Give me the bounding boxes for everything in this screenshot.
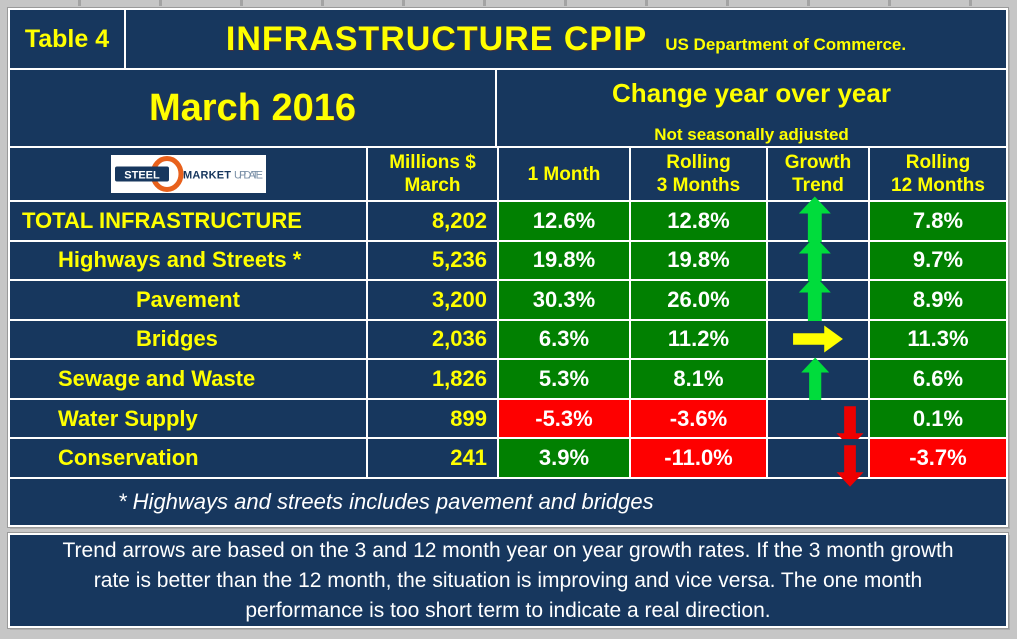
trend-up-arrow-icon [801,357,830,401]
rolling-12-month-value: 7.8% [870,202,1006,240]
rolling-3-month-value: 11.2% [631,320,766,359]
millions-value: 5,236 [368,241,497,280]
rolling-12-month-value: 6.6% [870,360,1006,398]
trend-down-arrow-icon [836,406,864,448]
row-label: Highways and Streets * [10,241,366,280]
rolling-12-month-value: -3.7% [870,439,1006,477]
row-label: Water Supply [10,399,366,438]
growth-trend-cell [768,439,868,488]
page-ruler-ticks [0,0,1017,6]
rolling-12-month-value: 0.1% [870,399,1006,438]
growth-trend-cell [768,357,868,401]
trend-up-arrow-icon [798,275,831,325]
growth-trend-cell [768,399,868,448]
column-header-millions: Millions $ March [368,148,497,200]
main-table: Table 4 INFRASTRUCTURE CPIP US Departmen… [8,8,1008,527]
page-title: INFRASTRUCTURE CPIP [225,19,648,58]
one-month-value: 6.3% [499,320,629,359]
logo-cell: STEEL MARKET UPDATE [10,148,366,200]
trend-sideways-arrow-icon [793,325,843,353]
row-label: TOTAL INFRASTRUCTURE [10,202,366,240]
trend-up-arrow-icon [798,236,831,286]
millions-value: 1,826 [368,360,497,398]
millions-value: 3,200 [368,281,497,319]
logo-word-update: UPDATE [234,170,263,182]
row-label: Conservation [10,439,366,477]
rolling-3-month-value: 26.0% [631,281,766,319]
source-agency-label: US Department of Commerce. [665,35,907,54]
millions-value: 2,036 [368,320,497,359]
rolling-3-month-value: 12.8% [631,202,766,240]
millions-value: 8,202 [368,202,497,240]
steel-market-update-logo: STEEL MARKET UPDATE [110,155,266,193]
row-label: Sewage and Waste [10,360,366,398]
table-number-label: Table 4 [10,10,124,68]
rolling-12-month-value: 11.3% [870,320,1006,359]
period-row: March 2016 Change year over year Not sea… [10,70,1006,146]
column-header-rolling-3-months: Rolling 3 Months [631,148,766,200]
seasonal-adjustment-note: Not seasonally adjusted [654,125,849,144]
rolling-3-month-value: -3.6% [631,399,766,438]
growth-trend-cell [768,275,868,325]
change-yoy-title: Change year over year [612,78,891,108]
report-month-label: March 2016 [10,70,495,146]
title-cell: INFRASTRUCTURE CPIP US Department of Com… [126,10,1006,68]
trend-arrows-explanation: Trend arrows are based on the 3 and 12 m… [8,533,1008,628]
growth-trend-cell [768,196,868,246]
one-month-value: -5.3% [499,399,629,438]
one-month-value: 3.9% [499,439,629,477]
rolling-3-month-value: -11.0% [631,439,766,477]
data-grid: STEEL MARKET UPDATE Millions $ March 1 M… [10,148,1006,488]
rolling-3-month-value: 8.1% [631,360,766,398]
one-month-value: 12.6% [499,202,629,240]
logo-word-market: MARKET [183,170,231,182]
trend-down-arrow-icon [836,445,864,488]
one-month-value: 30.3% [499,281,629,319]
column-header-growth-trend: Growth Trend [768,148,868,200]
footnote: * Highways and streets includes pavement… [10,479,1006,525]
trend-note-line: rate is better than the 12 month, the si… [93,568,923,592]
one-month-value: 19.8% [499,241,629,280]
row-label: Bridges [10,320,366,359]
title-row: Table 4 INFRASTRUCTURE CPIP US Departmen… [10,10,1006,68]
rolling-12-month-value: 8.9% [870,281,1006,319]
logo-word-steel: STEEL [124,170,160,182]
column-header-1-month: 1 Month [499,148,629,200]
trend-up-arrow-icon [798,196,831,246]
column-header-rolling-12-months: Rolling 12 Months [870,148,1006,200]
trend-note-line: Trend arrows are based on the 3 and 12 m… [62,538,954,562]
one-month-value: 5.3% [499,360,629,398]
growth-trend-cell [768,236,868,286]
rolling-12-month-value: 9.7% [870,241,1006,280]
change-yoy-cell: Change year over year Not seasonally adj… [497,70,1006,146]
trend-note-line: performance is too short term to indicat… [245,598,771,622]
millions-value: 899 [368,399,497,438]
growth-trend-cell [768,320,868,359]
millions-value: 241 [368,439,497,477]
rolling-3-month-value: 19.8% [631,241,766,280]
row-label: Pavement [10,281,366,319]
